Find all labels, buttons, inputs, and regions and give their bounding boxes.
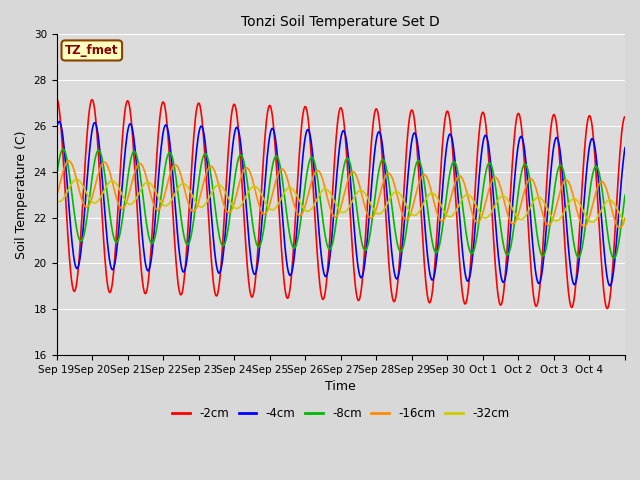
Title: Tonzi Soil Temperature Set D: Tonzi Soil Temperature Set D xyxy=(241,15,440,29)
Y-axis label: Soil Temperature (C): Soil Temperature (C) xyxy=(15,131,28,259)
X-axis label: Time: Time xyxy=(325,380,356,393)
Text: TZ_fmet: TZ_fmet xyxy=(65,44,118,57)
Legend: -2cm, -4cm, -8cm, -16cm, -32cm: -2cm, -4cm, -8cm, -16cm, -32cm xyxy=(168,403,514,425)
